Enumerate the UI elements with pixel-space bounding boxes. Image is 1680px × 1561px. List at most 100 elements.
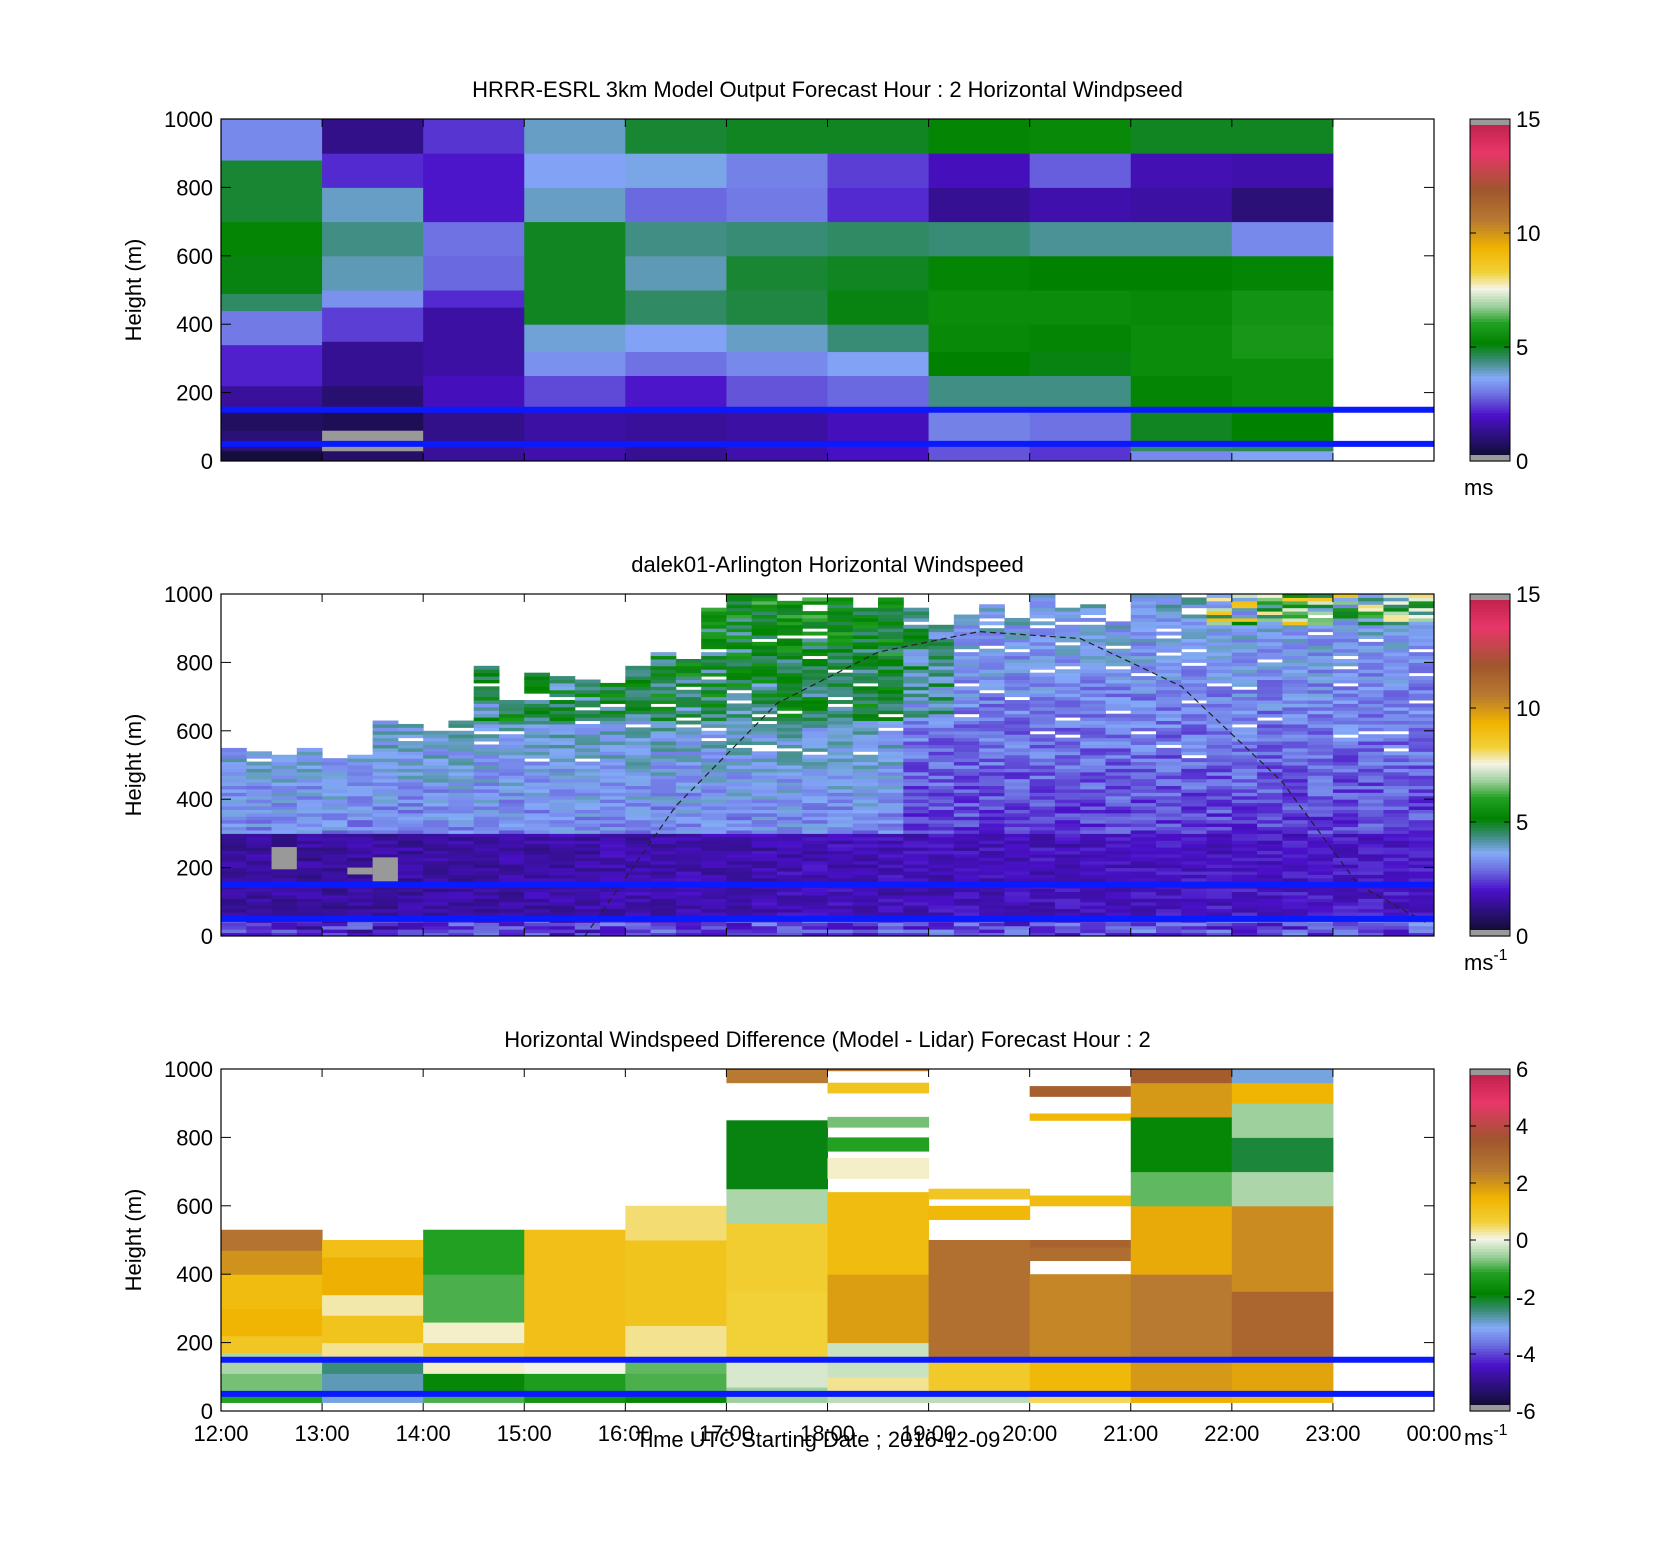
colorbar-swatch bbox=[1470, 1396, 1510, 1401]
heatmap-cell bbox=[246, 823, 273, 828]
heatmap-cell bbox=[928, 1240, 1031, 1361]
heatmap-cell bbox=[802, 648, 828, 653]
colorbar-swatch bbox=[1470, 1106, 1510, 1110]
heatmap-cell bbox=[1004, 792, 1031, 797]
heatmap-cell bbox=[1307, 621, 1334, 626]
heatmap-cell bbox=[498, 703, 525, 708]
heatmap-cell bbox=[1105, 624, 1132, 629]
heatmap-cell bbox=[1307, 648, 1334, 653]
heatmap-cell bbox=[372, 799, 399, 804]
heatmap-cell bbox=[751, 771, 778, 776]
heatmap-cell bbox=[751, 648, 778, 653]
heatmap-cell bbox=[549, 778, 576, 783]
heatmap-cell bbox=[1332, 785, 1359, 790]
heatmap-cell bbox=[1080, 717, 1106, 722]
heatmap-cell bbox=[296, 751, 323, 756]
heatmap-cell bbox=[1206, 922, 1233, 927]
heatmap-cell bbox=[423, 751, 449, 756]
heatmap-cell bbox=[296, 929, 323, 934]
heatmap-cell bbox=[1080, 836, 1106, 841]
heatmap-cell bbox=[802, 617, 828, 622]
heatmap-cell bbox=[1181, 782, 1208, 787]
colorbar-swatch bbox=[1470, 896, 1510, 900]
heatmap-cell bbox=[423, 833, 449, 838]
heatmap-cell bbox=[903, 775, 930, 780]
heatmap-cell bbox=[928, 874, 955, 879]
heatmap-cell bbox=[1029, 812, 1056, 817]
heatmap-cell bbox=[625, 775, 652, 780]
heatmap-cell bbox=[726, 741, 753, 745]
heatmap-cell bbox=[372, 785, 399, 790]
heatmap-cell bbox=[1257, 765, 1283, 769]
heatmap-cell bbox=[423, 799, 449, 804]
heatmap-cell bbox=[1358, 607, 1384, 612]
heatmap-cell bbox=[979, 706, 1005, 711]
heatmap-cell bbox=[802, 898, 828, 903]
heatmap-cell bbox=[448, 932, 475, 937]
heatmap-cell bbox=[1206, 847, 1233, 851]
heatmap-cell bbox=[1282, 611, 1309, 616]
heatmap-cell bbox=[1408, 847, 1435, 851]
heatmap-cell bbox=[1029, 799, 1056, 804]
heatmap-cell bbox=[625, 682, 652, 687]
heatmap-cell bbox=[372, 840, 399, 845]
heatmap-cell bbox=[776, 782, 803, 787]
heatmap-cell bbox=[675, 853, 702, 858]
heatmap-cell bbox=[498, 850, 525, 855]
heatmap-cell bbox=[1358, 850, 1384, 855]
heatmap-cell bbox=[1029, 734, 1056, 739]
colorbar-swatch bbox=[1470, 392, 1510, 397]
heatmap-cell bbox=[1332, 648, 1359, 653]
heatmap-cell bbox=[1054, 860, 1081, 865]
heatmap-cell bbox=[347, 771, 374, 776]
heatmap-cell bbox=[776, 624, 803, 629]
colorbar-swatch bbox=[1470, 1214, 1510, 1218]
heatmap-cell bbox=[1105, 799, 1132, 804]
heatmap-cell bbox=[1130, 1116, 1233, 1173]
colorbar-swatch bbox=[1470, 318, 1510, 322]
heatmap-cell bbox=[979, 700, 1005, 704]
heatmap-cell bbox=[397, 905, 424, 910]
colorbar-swatch bbox=[1470, 375, 1510, 379]
heatmap-cell bbox=[928, 901, 955, 906]
heatmap-cell bbox=[1332, 819, 1359, 824]
heatmap-cell bbox=[498, 874, 525, 879]
heatmap-cell bbox=[1307, 713, 1334, 718]
heatmap-cell bbox=[1332, 775, 1359, 780]
heatmap-cell bbox=[1004, 631, 1031, 636]
heatmap-cell bbox=[903, 693, 930, 698]
heatmap-cell bbox=[1080, 908, 1106, 913]
heatmap-cell bbox=[1383, 932, 1410, 937]
heatmap-cell bbox=[928, 658, 955, 663]
heatmap-cell bbox=[246, 898, 273, 903]
heatmap-cell bbox=[625, 819, 652, 824]
heatmap-cell bbox=[1231, 1137, 1334, 1173]
heatmap-cell bbox=[903, 689, 930, 694]
heatmap-cell bbox=[701, 758, 727, 763]
heatmap-cell bbox=[776, 788, 803, 793]
colorbar-swatch bbox=[1470, 275, 1510, 280]
heatmap-cell bbox=[1054, 771, 1081, 776]
heatmap-cell bbox=[903, 768, 930, 773]
heatmap-cell bbox=[1307, 912, 1334, 916]
colorbar-swatch bbox=[1470, 1254, 1510, 1258]
heatmap-cell bbox=[1080, 775, 1106, 780]
heatmap-cell bbox=[903, 761, 930, 766]
heatmap-cell bbox=[1206, 744, 1233, 749]
heatmap-cell bbox=[423, 1229, 525, 1275]
heatmap-cell bbox=[1231, 857, 1258, 862]
heatmap-cell bbox=[903, 723, 930, 728]
heatmap-cell bbox=[498, 768, 525, 773]
heatmap-cell bbox=[827, 765, 854, 769]
heatmap-cell bbox=[347, 829, 374, 834]
heatmap-cell bbox=[675, 905, 702, 910]
heatmap-cell bbox=[347, 912, 374, 916]
heatmap-cell bbox=[1358, 761, 1384, 766]
heatmap-cell bbox=[1307, 638, 1334, 643]
heatmap-cell bbox=[1029, 597, 1056, 602]
heatmap-cell bbox=[675, 891, 702, 896]
heatmap-cell bbox=[372, 751, 399, 756]
heatmap-cell bbox=[928, 375, 1031, 411]
heatmap-cell bbox=[1383, 871, 1410, 875]
heatmap-cell bbox=[1206, 802, 1233, 807]
